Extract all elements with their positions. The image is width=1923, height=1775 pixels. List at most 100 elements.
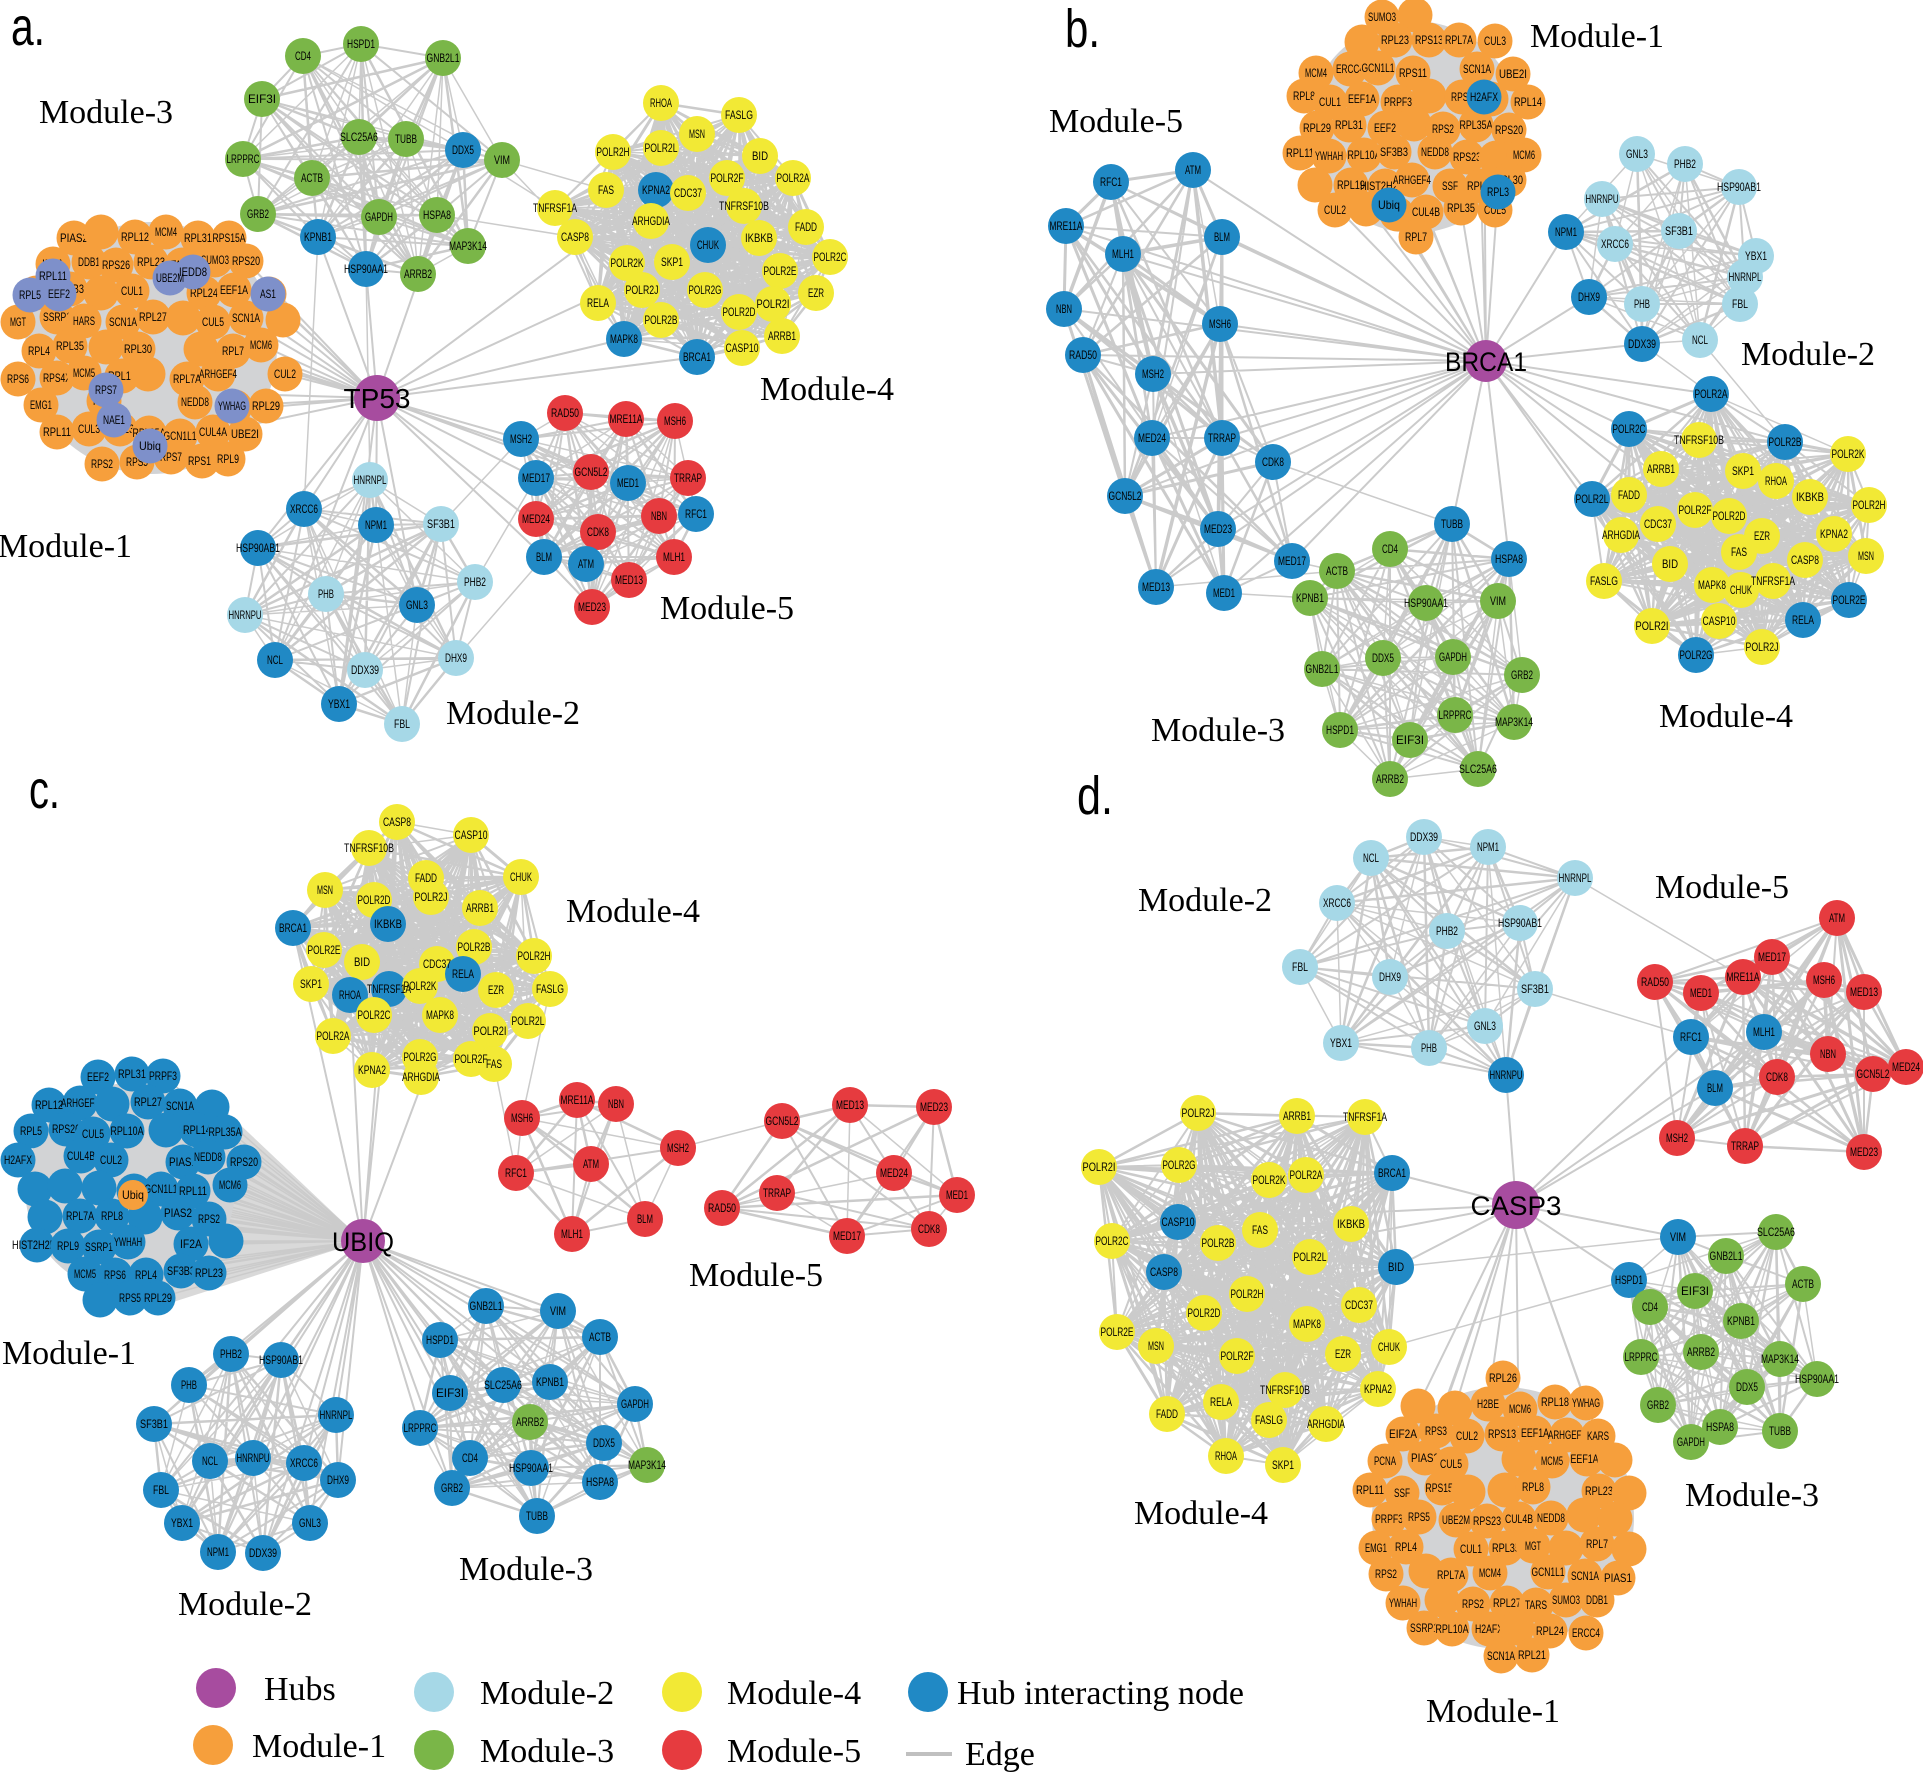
svg-text:Module-2: Module-2	[446, 695, 580, 732]
svg-text:MSH2: MSH2	[510, 432, 532, 446]
svg-text:CASP10: CASP10	[726, 341, 759, 355]
svg-text:SLC25A6: SLC25A6	[484, 1378, 522, 1392]
svg-text:CASP10: CASP10	[1703, 614, 1736, 628]
svg-text:RPL11: RPL11	[39, 269, 67, 283]
svg-text:SSRP1: SSRP1	[43, 310, 71, 324]
svg-text:FADD: FADD	[415, 871, 437, 885]
svg-text:CD4: CD4	[1642, 1300, 1658, 1314]
svg-text:RPL11: RPL11	[1286, 146, 1314, 160]
svg-text:H2AFX: H2AFX	[1470, 90, 1498, 104]
svg-text:LRPPRC: LRPPRC	[1625, 1350, 1658, 1364]
svg-text:MED13: MED13	[836, 1098, 864, 1112]
svg-text:PHB: PHB	[1421, 1041, 1437, 1055]
svg-text:HSP90AA1: HSP90AA1	[509, 1461, 553, 1475]
svg-text:PIAS1: PIAS1	[1604, 1571, 1632, 1585]
svg-text:RPL35A: RPL35A	[209, 1125, 242, 1139]
svg-text:NCL: NCL	[202, 1454, 218, 1468]
svg-text:MED23: MED23	[578, 600, 606, 614]
svg-text:POLR2I: POLR2I	[474, 1024, 507, 1038]
svg-text:FBL: FBL	[1732, 297, 1748, 311]
svg-text:GCN5L2: GCN5L2	[766, 1114, 799, 1128]
svg-text:RPS15A: RPS15A	[213, 231, 246, 245]
svg-text:GCN5L2: GCN5L2	[1109, 489, 1142, 503]
svg-text:ACTB: ACTB	[301, 171, 323, 185]
svg-text:EEF1A: EEF1A	[1521, 1426, 1549, 1440]
svg-text:CDK8: CDK8	[1262, 455, 1284, 469]
svg-text:POLR2J: POLR2J	[415, 890, 448, 904]
svg-text:EZR: EZR	[808, 286, 824, 300]
svg-text:CUL2: CUL2	[274, 367, 296, 381]
svg-text:MED1: MED1	[1213, 586, 1235, 600]
svg-text:RPL23: RPL23	[1585, 1484, 1613, 1498]
svg-text:MAP3K14: MAP3K14	[1761, 1352, 1799, 1366]
svg-text:CUL5: CUL5	[1440, 1457, 1462, 1471]
svg-text:NBN: NBN	[608, 1097, 624, 1111]
svg-text:NAE1: NAE1	[103, 413, 125, 427]
svg-text:GRB2: GRB2	[247, 207, 269, 221]
svg-text:SCN1A: SCN1A	[1487, 1649, 1515, 1663]
svg-text:HSP90AA1: HSP90AA1	[1404, 596, 1448, 610]
svg-text:UBE2M: UBE2M	[1442, 1513, 1470, 1527]
svg-text:CASP10: CASP10	[1162, 1215, 1195, 1229]
svg-text:ARHGEF4: ARHGEF4	[1548, 1428, 1586, 1442]
svg-text:GAPDH: GAPDH	[365, 210, 393, 224]
svg-text:POLR2G: POLR2G	[1680, 648, 1713, 662]
svg-text:Module-5: Module-5	[727, 1733, 861, 1770]
svg-text:SF3B1: SF3B1	[1665, 224, 1693, 238]
svg-text:RPS2: RPS2	[1432, 122, 1454, 136]
svg-text:NEDD8: NEDD8	[1421, 145, 1449, 159]
svg-text:NEDD8: NEDD8	[1537, 1511, 1565, 1525]
svg-text:XRCC6: XRCC6	[290, 502, 318, 516]
svg-text:RPL7: RPL7	[1586, 1537, 1608, 1551]
svg-text:MGT: MGT	[1525, 1539, 1541, 1553]
svg-text:Module-4: Module-4	[1659, 698, 1793, 735]
svg-text:SKP1: SKP1	[661, 255, 683, 269]
svg-text:RPL7A: RPL7A	[1437, 1568, 1465, 1582]
svg-text:CUL3: CUL3	[78, 422, 100, 436]
svg-text:SCN1A: SCN1A	[166, 1099, 194, 1113]
svg-text:HSPA8: HSPA8	[586, 1475, 614, 1489]
svg-text:POLR2A: POLR2A	[1695, 387, 1728, 401]
svg-text:KARS: KARS	[1587, 1429, 1609, 1443]
svg-text:SF3B3: SF3B3	[1380, 145, 1408, 159]
svg-text:TRRAP: TRRAP	[1208, 431, 1236, 445]
svg-text:GAPDH: GAPDH	[1439, 650, 1467, 664]
svg-text:CUL2: CUL2	[100, 1153, 122, 1167]
svg-text:GNL3: GNL3	[1474, 1019, 1496, 1033]
svg-text:CUL1: CUL1	[1319, 95, 1341, 109]
svg-text:RPL9: RPL9	[217, 452, 239, 466]
svg-text:UBE2M: UBE2M	[156, 271, 184, 285]
svg-text:PIAS1: PIAS1	[169, 1155, 197, 1169]
svg-text:POLR2K: POLR2K	[1832, 447, 1865, 461]
svg-text:RPL4: RPL4	[28, 344, 50, 358]
svg-text:POLR2C: POLR2C	[1096, 1234, 1129, 1248]
svg-text:SKP1: SKP1	[300, 977, 322, 991]
svg-text:RPS6: RPS6	[7, 372, 29, 386]
svg-text:POLR2F: POLR2F	[1679, 503, 1712, 517]
svg-text:RPL10A: RPL10A	[1348, 148, 1381, 162]
svg-text:RPL31: RPL31	[184, 231, 212, 245]
svg-text:POLR2E: POLR2E	[308, 943, 341, 957]
svg-text:DHX9: DHX9	[327, 1473, 349, 1487]
svg-text:EMG1: EMG1	[1365, 1541, 1387, 1555]
svg-text:FBL: FBL	[1292, 960, 1308, 974]
svg-text:Module-2: Module-2	[1138, 882, 1272, 919]
svg-text:RPS3: RPS3	[1425, 1424, 1447, 1438]
svg-text:DDX5: DDX5	[1736, 1380, 1758, 1394]
svg-text:EZR: EZR	[1335, 1347, 1351, 1361]
svg-text:CDC37: CDC37	[674, 186, 702, 200]
svg-text:YWHAH: YWHAH	[114, 1235, 142, 1249]
svg-text:VIM: VIM	[1670, 1230, 1686, 1244]
svg-text:HSP90AB1: HSP90AB1	[1498, 916, 1542, 930]
svg-text:MSH6: MSH6	[664, 414, 686, 428]
svg-text:Module-3: Module-3	[1151, 712, 1285, 749]
svg-text:HSP90AB1: HSP90AB1	[1717, 180, 1761, 194]
svg-text:HSP90AB1: HSP90AB1	[259, 1353, 303, 1367]
svg-text:CDC37: CDC37	[1644, 517, 1672, 531]
svg-text:MSN: MSN	[1858, 549, 1874, 563]
svg-text:Module-4: Module-4	[566, 893, 700, 930]
svg-text:RPL35: RPL35	[1447, 201, 1475, 215]
svg-text:POLR2H: POLR2H	[1231, 1287, 1264, 1301]
svg-text:ARHGDIA: ARHGDIA	[1307, 1417, 1345, 1431]
svg-text:POLR2L: POLR2L	[645, 141, 678, 155]
